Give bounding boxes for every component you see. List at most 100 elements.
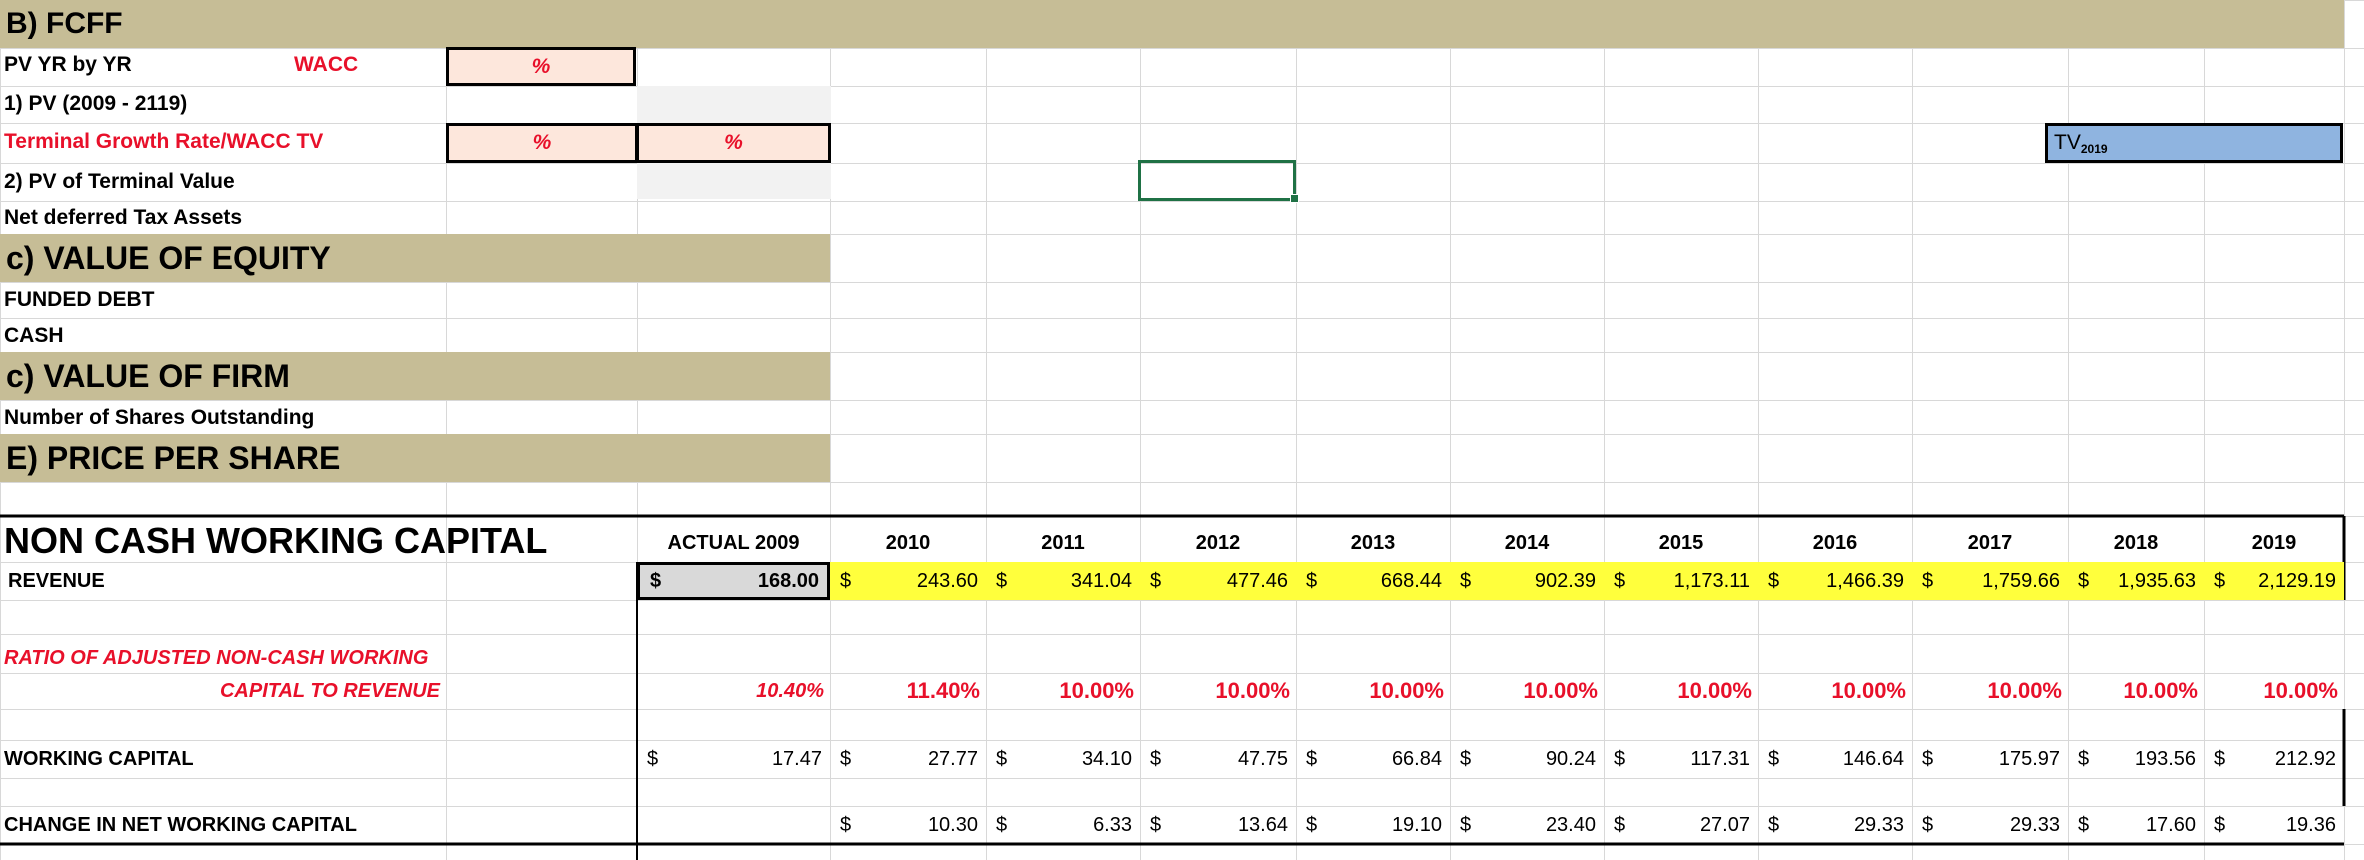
working-capital-cell[interactable]: $212.92: [2204, 740, 2344, 778]
working-capital-cell[interactable]: $47.75: [1140, 740, 1296, 778]
column-header-2015: 2015: [1658, 531, 1704, 554]
cell-value: 668.44: [1380, 569, 1442, 592]
cell-value: 1,935.63: [2118, 569, 2196, 592]
currency-symbol: $: [2078, 813, 2090, 836]
currency-symbol: $: [1614, 569, 1626, 592]
change-nwc-cell[interactable]: $23.40: [1450, 806, 1604, 844]
currency-symbol: $: [840, 569, 852, 592]
revenue-cell[interactable]: $1,759.66: [1912, 562, 2068, 600]
terminal-growth-input[interactable]: %: [446, 123, 638, 163]
ratio-cell[interactable]: 10.00%: [1987, 678, 2062, 703]
wacc-label: WACC: [294, 53, 359, 76]
price-per-share-title: E) PRICE PER SHARE: [6, 439, 341, 476]
cash-label: CASH: [4, 324, 64, 347]
ratio-cell[interactable]: 10.00%: [2263, 678, 2338, 703]
ratio-cell[interactable]: 10.00%: [1523, 678, 1598, 703]
price-section-band: [0, 434, 830, 482]
column-header-2018: 2018: [2113, 531, 2159, 554]
cell-value: 168.00: [757, 569, 819, 592]
currency-symbol: $: [1460, 813, 1472, 836]
column-header-2013: 2013: [1350, 531, 1396, 554]
ratio-cell[interactable]: 11.40%: [906, 678, 980, 703]
fill-handle[interactable]: [1290, 194, 1299, 203]
working-capital-cell[interactable]: $17.47: [637, 740, 830, 778]
cell-value: 6.33: [1093, 813, 1132, 836]
change-nwc-cell[interactable]: [637, 806, 830, 844]
column-header-actual-2009: ACTUAL 2009: [667, 531, 800, 554]
value-of-equity-title: c) VALUE OF EQUITY: [6, 239, 331, 276]
revenue-cell[interactable]: $1,466.39: [1758, 562, 1912, 600]
cell-value: 175.97: [1998, 747, 2060, 770]
currency-symbol: $: [1150, 569, 1162, 592]
cell-value: 146.64: [1842, 747, 1904, 770]
change-nwc-label: CHANGE IN NET WORKING CAPITAL: [4, 813, 357, 836]
revenue-cell[interactable]: $668.44: [1296, 562, 1450, 600]
currency-symbol: $: [840, 813, 852, 836]
tv-label: TV: [2054, 131, 2081, 154]
working-capital-cell[interactable]: $193.56: [2068, 740, 2204, 778]
change-nwc-cell[interactable]: $29.33: [1758, 806, 1912, 844]
ncwc-title: NON CASH WORKING CAPITAL: [4, 520, 548, 561]
revenue-cell[interactable]: $1,173.11: [1604, 562, 1758, 600]
change-nwc-cell[interactable]: $27.07: [1604, 806, 1758, 844]
wacc-tv-input[interactable]: %: [636, 123, 831, 163]
ratio-cell[interactable]: 10.00%: [1059, 678, 1134, 703]
ratio-cell[interactable]: 10.00%: [2123, 678, 2198, 703]
cell-value: 17.47: [771, 747, 822, 770]
working-capital-cell[interactable]: $90.24: [1450, 740, 1604, 778]
pv-yr-label: PV YR by YR: [4, 53, 132, 76]
tv-2019-cell[interactable]: TV 2019: [2045, 123, 2343, 163]
cell-value: 17.60: [2145, 813, 2196, 836]
ratio-cell[interactable]: 10.40%: [756, 679, 824, 702]
working-capital-cell[interactable]: $34.10: [986, 740, 1140, 778]
working-capital-cell[interactable]: $117.31: [1604, 740, 1758, 778]
cell-value: 27.07: [1699, 813, 1750, 836]
revenue-cell[interactable]: $168.00: [637, 562, 830, 600]
currency-symbol: $: [1150, 747, 1162, 770]
ratio-cell[interactable]: 10.00%: [1369, 678, 1444, 703]
ratio-cell[interactable]: 10.00%: [1831, 678, 1906, 703]
pv-range-value[interactable]: [637, 86, 831, 124]
change-nwc-cell[interactable]: $6.33: [986, 806, 1140, 844]
fcff-title: B) FCFF: [6, 7, 123, 40]
currency-symbol: $: [1768, 569, 1780, 592]
currency-symbol: $: [650, 569, 662, 592]
cell-value: 341.04: [1070, 569, 1132, 592]
ratio-cell[interactable]: 10.00%: [1215, 678, 1290, 703]
working-capital-cell[interactable]: $66.84: [1296, 740, 1450, 778]
working-capital-cell[interactable]: $27.77: [830, 740, 986, 778]
revenue-cell[interactable]: $2,129.19: [2204, 562, 2344, 600]
revenue-cell[interactable]: $477.46: [1140, 562, 1296, 600]
change-nwc-cell[interactable]: $29.33: [1912, 806, 2068, 844]
cell-value: 212.92: [2274, 747, 2336, 770]
fcff-section-band: [0, 0, 2344, 48]
revenue-cell[interactable]: $243.60: [830, 562, 986, 600]
wacc-input[interactable]: %: [446, 47, 636, 86]
currency-symbol: $: [996, 569, 1008, 592]
tv-subscript: 2019: [2080, 142, 2108, 156]
ratio-cell[interactable]: 10.00%: [1677, 678, 1752, 703]
cell-value: 477.46: [1226, 569, 1288, 592]
change-nwc-cell[interactable]: $13.64: [1140, 806, 1296, 844]
change-nwc-cell[interactable]: $19.36: [2204, 806, 2344, 844]
change-nwc-cell[interactable]: $17.60: [2068, 806, 2204, 844]
pv-terminal-value[interactable]: [637, 163, 831, 199]
ratio-label-line1: RATIO OF ADJUSTED NON-CASH WORKING: [4, 646, 429, 669]
change-nwc-cell[interactable]: $10.30: [830, 806, 986, 844]
currency-symbol: $: [1614, 813, 1626, 836]
cell-value: 902.39: [1534, 569, 1596, 592]
cell-value: 29.33: [1853, 813, 1904, 836]
revenue-cell[interactable]: $1,935.63: [2068, 562, 2204, 600]
change-nwc-cell[interactable]: $19.10: [1296, 806, 1450, 844]
cell-value: 1,173.11: [1673, 569, 1750, 592]
currency-symbol: $: [1460, 569, 1472, 592]
selected-cell[interactable]: [1138, 160, 1296, 201]
equity-section-band: [0, 234, 830, 282]
cell-value: 34.10: [1081, 747, 1132, 770]
column-header-2011: 2011: [1041, 531, 1085, 554]
working-capital-cell[interactable]: $175.97: [1912, 740, 2068, 778]
working-capital-cell[interactable]: $146.64: [1758, 740, 1912, 778]
revenue-cell[interactable]: $341.04: [986, 562, 1140, 600]
revenue-cell[interactable]: $902.39: [1450, 562, 1604, 600]
